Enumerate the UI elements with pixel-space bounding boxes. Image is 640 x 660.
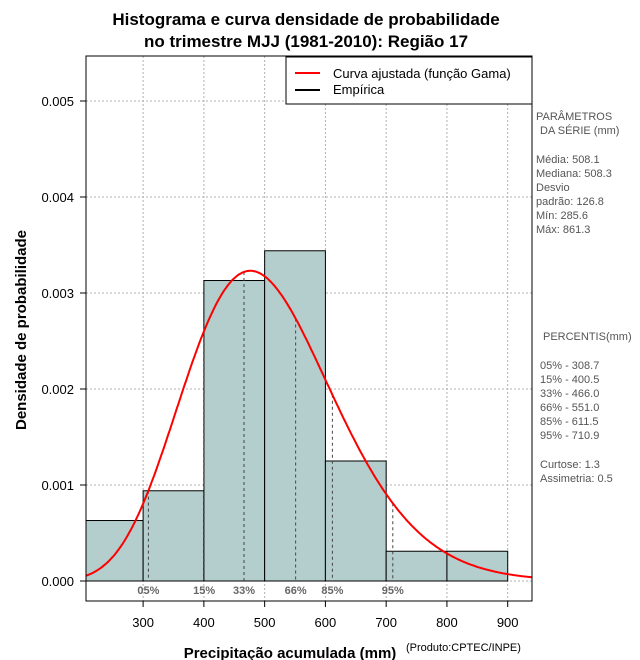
legend-empirical-label: Empírica [333, 82, 385, 97]
side-panel: PARÂMETROS DA SÉRIE (mm) Média: 508.1 Me… [536, 110, 632, 485]
product-credit: (Produto:CPTEC/INPE) [406, 642, 521, 654]
histogram-bars [85, 250, 509, 582]
percentile-labels: 05% 15% 33% 66% 85% 95% [137, 585, 404, 597]
percentile-label: 05% [137, 585, 159, 597]
percentile-label: 33% [233, 585, 255, 597]
histogram-bar [324, 460, 387, 582]
param-mean: Média: 508.1 [536, 154, 600, 166]
y-tick-label: 0.000 [41, 574, 74, 589]
params-title-line-1: PARÂMETROS [536, 110, 612, 123]
y-tick-label: 0.002 [41, 382, 74, 397]
y-tick-label: 0.003 [41, 286, 74, 301]
percentil-15: 15% - 400.5 [540, 374, 599, 386]
x-tick-label: 700 [375, 615, 397, 630]
percentile-label: 85% [321, 585, 343, 597]
x-axis-label: Precipitação acumulada (mm) [184, 645, 397, 660]
y-axis-ticks: 0.000 0.001 0.002 0.003 0.004 0.005 [41, 94, 86, 589]
chart-title-line-2: no trimestre MJJ (1981-2010): Região 17 [144, 32, 468, 51]
params-title-line-2: DA SÉRIE (mm) [540, 124, 619, 137]
plot-frame [85, 55, 533, 602]
x-tick-label: 300 [132, 615, 154, 630]
legend-box [285, 56, 533, 105]
y-tick-label: 0.004 [41, 190, 74, 205]
histogram-bar [264, 250, 326, 582]
param-sd-label: Desvio [536, 182, 570, 194]
percentile-label: 95% [382, 585, 404, 597]
x-tick-label: 400 [193, 615, 215, 630]
percentil-66: 66% - 551.0 [540, 402, 599, 414]
histogram-bar [142, 490, 205, 582]
percentis-title: PERCENTIS(mm) [543, 331, 632, 343]
percentil-33: 33% - 466.0 [540, 388, 599, 400]
histogram-bar [385, 550, 448, 582]
param-median: Mediana: 508.3 [536, 168, 612, 180]
param-max: Máx: 861.3 [536, 224, 590, 236]
param-sd-value: padrão: 126.8 [536, 196, 604, 208]
gamma-fit-curve [85, 269, 533, 579]
x-tick-label: 600 [315, 615, 337, 630]
percentil-05: 05% - 308.7 [540, 360, 599, 372]
y-axis-label: Densidade de probabilidade [13, 230, 30, 430]
chart-title-line-1: Histograma e curva densidade de probabil… [112, 10, 499, 29]
y-tick-label: 0.005 [41, 94, 74, 109]
x-tick-label: 900 [497, 615, 519, 630]
percentile-label: 66% [285, 585, 307, 597]
stat-kurtosis: Curtose: 1.3 [540, 459, 600, 471]
percentile-lines [147, 271, 394, 581]
percentile-label: 15% [193, 585, 215, 597]
legend-curve-label: Curva ajustada (função Gama) [333, 66, 511, 81]
param-min: Mín: 285.6 [536, 210, 588, 222]
y-tick-label: 0.001 [41, 478, 74, 493]
stat-skewness: Assimetria: 0.5 [540, 473, 613, 485]
x-tick-label: 500 [254, 615, 276, 630]
x-axis-ticks: 300 400 500 600 700 800 900 [132, 601, 519, 630]
legend: Curva ajustada (função Gama) Empírica [285, 56, 533, 105]
x-tick-label: 800 [436, 615, 458, 630]
histogram-bar [203, 280, 266, 582]
percentil-85: 85% - 611.5 [540, 416, 599, 428]
percentil-95: 95% - 710.9 [540, 430, 599, 442]
